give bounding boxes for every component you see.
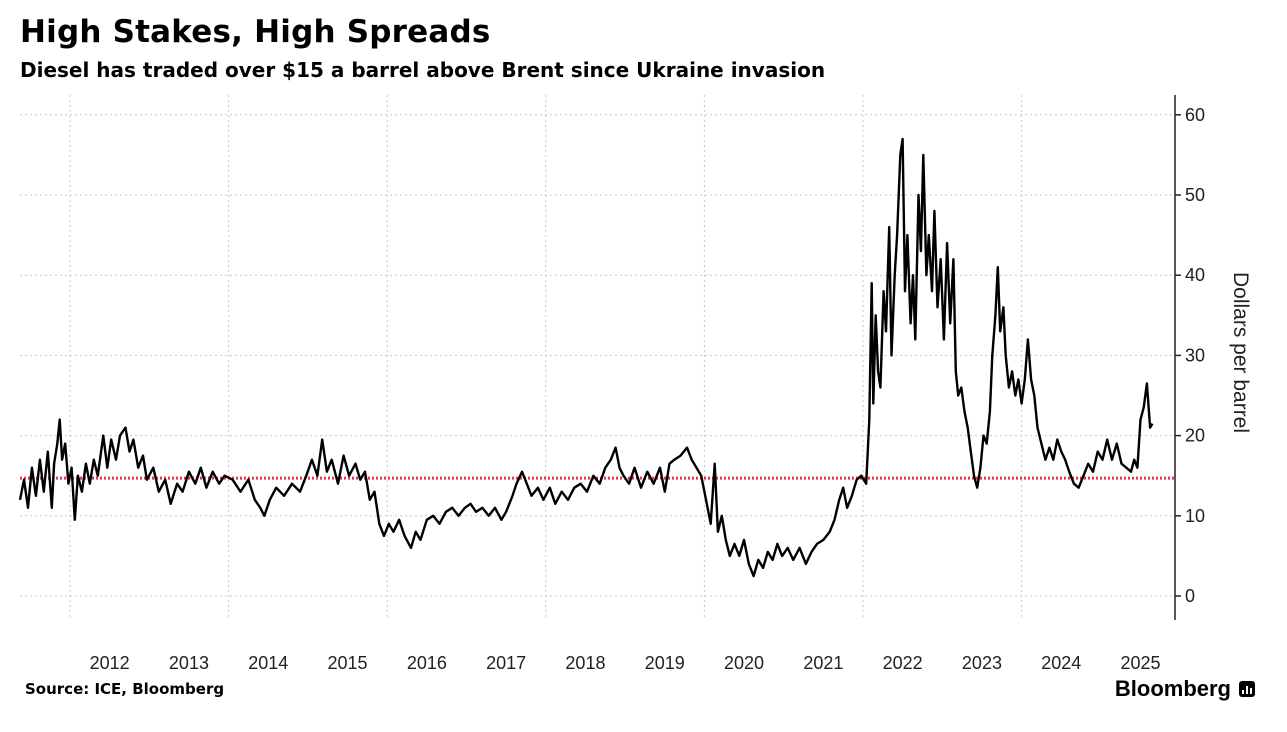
y-tick-label: 40 — [1185, 265, 1205, 285]
y-tick-label: 60 — [1185, 105, 1205, 125]
x-tick-label: 2013 — [169, 653, 209, 673]
brand-name: Bloomberg — [1114, 676, 1231, 701]
source-note: Source: ICE, Bloomberg — [25, 680, 225, 698]
bloomberg-terminal-icon — [1239, 681, 1255, 697]
x-tick-label: 2015 — [328, 653, 368, 673]
series-line — [18, 137, 1154, 578]
chart-subtitle: Diesel has traded over $15 a barrel abov… — [20, 58, 826, 82]
y-tick-label: 0 — [1185, 586, 1195, 606]
bloomberg-logo: Bloomberg — [1115, 676, 1255, 702]
x-tick-label: 2016 — [407, 653, 447, 673]
x-tick-label: 2021 — [803, 653, 843, 673]
chart-title: High Stakes, High Spreads — [20, 14, 491, 50]
x-tick-label: 2022 — [883, 653, 923, 673]
x-tick-label: 2024 — [1041, 653, 1081, 673]
x-tick-label: 2018 — [565, 653, 605, 673]
y-tick-label: 10 — [1185, 506, 1205, 526]
x-tick-label: 2014 — [248, 653, 288, 673]
x-tick-label: 2020 — [724, 653, 764, 673]
y-tick-label: 30 — [1185, 345, 1205, 365]
x-tick-label: 2017 — [486, 653, 526, 673]
y-tick-label: 50 — [1185, 185, 1205, 205]
x-tick-label: 2012 — [90, 653, 130, 673]
y-tick-label: 20 — [1185, 426, 1205, 446]
x-tick-label: 2025 — [1121, 653, 1161, 673]
x-tick-label: 2023 — [962, 653, 1002, 673]
y-axis-label: Dollars per barrel — [1229, 272, 1252, 433]
x-tick-label: 2019 — [645, 653, 685, 673]
